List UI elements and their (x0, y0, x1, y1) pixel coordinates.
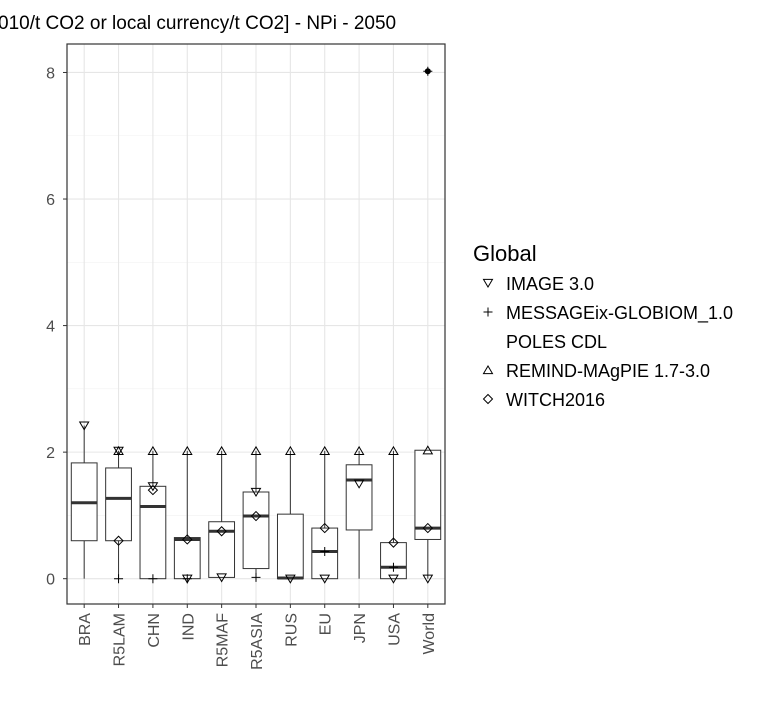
point-plus (423, 66, 433, 76)
model-points (78, 66, 434, 584)
box-body (139, 485, 167, 580)
legend-key-triangle-down (482, 278, 494, 289)
box-R5ASIA (242, 450, 270, 578)
point-diamond (388, 537, 399, 548)
x-tick-label: R5ASIA (249, 613, 266, 670)
point-triangle-up (181, 445, 193, 455)
legend-item: REMIND-MAgPIE 1.7-3.0 (482, 361, 710, 381)
legend-key-plus (483, 307, 493, 317)
point-triangle-up (353, 445, 365, 455)
legend-key-triangle-up (482, 364, 494, 375)
point-triangle-up (422, 445, 434, 455)
box-IND (173, 450, 201, 580)
point-plus (148, 574, 158, 584)
point-triangle-up (250, 445, 262, 455)
box-R5LAM (105, 450, 132, 579)
point-triangle-down (284, 574, 296, 584)
box-R5MAF (208, 450, 236, 578)
chart-title: 010/t CO2 or local currency/t CO2] - NPi… (0, 13, 396, 34)
legend-label: IMAGE 3.0 (506, 274, 594, 294)
legend-key-diamond (482, 393, 494, 405)
y-axis: 0 2 4 6 8 (46, 65, 67, 589)
box-body (105, 467, 132, 542)
legend-item: POLES CDL (506, 332, 607, 352)
box-body (380, 542, 407, 580)
x-tick-label: CHN (146, 613, 163, 648)
y-tick-label: 2 (46, 445, 55, 462)
x-tick-label: World (421, 613, 438, 655)
box-CHN (139, 450, 167, 580)
legend-item: MESSAGEix-GLOBIOM_1.0 (483, 303, 733, 324)
point-plus (114, 574, 124, 584)
point-triangle-up (319, 445, 331, 455)
legend-label: MESSAGEix-GLOBIOM_1.0 (506, 303, 733, 324)
x-tick-label: JPN (352, 613, 369, 643)
point-triangle-down (250, 487, 262, 498)
box-World (414, 449, 442, 579)
point-triangle-down (147, 482, 159, 492)
point-plus (182, 574, 192, 584)
x-tick-label: USA (386, 613, 403, 646)
x-tick-label: IND (180, 613, 197, 641)
point-triangle-down (216, 573, 228, 583)
point-triangle-down (319, 574, 331, 584)
point-triangle-up (147, 445, 159, 455)
point-diamond (147, 484, 159, 496)
box-BRA (70, 425, 98, 579)
point-triangle-up (216, 445, 228, 455)
point-diamond (113, 535, 124, 546)
point-diamond (250, 510, 262, 522)
point-plus (251, 572, 261, 582)
box-RUS (276, 450, 304, 580)
legend-label: POLES CDL (506, 332, 607, 352)
point-triangle-up (388, 445, 399, 455)
y-tick-label: 8 (46, 65, 55, 82)
point-triangle-up (113, 445, 124, 455)
point-diamond (319, 522, 330, 534)
point-triangle-down (388, 574, 399, 584)
x-tick-label: EU (318, 613, 335, 635)
point-triangle-up (284, 445, 296, 455)
point-diamond (422, 522, 434, 534)
box-body (414, 449, 442, 540)
x-tick-label: BRA (77, 613, 94, 646)
point-diamond (216, 526, 227, 537)
box-body (345, 464, 373, 531)
x-tick-label: R5LAM (112, 613, 129, 666)
y-tick-label: 0 (46, 572, 55, 589)
legend-label: REMIND-MAgPIE 1.7-3.0 (506, 361, 710, 381)
point-triangle-down (353, 479, 365, 489)
x-tick-label: R5MAF (215, 613, 232, 667)
point-triangle-down (422, 574, 434, 584)
legend-label: WITCH2016 (506, 390, 605, 410)
point-plus (320, 546, 330, 556)
box-body (242, 491, 270, 570)
y-tick-label: 6 (46, 192, 55, 209)
point-diamond (182, 534, 193, 545)
legend-item: IMAGE 3.0 (482, 274, 594, 294)
legend: Global IMAGE 3.0 MESSAGEix-GLOBIOM_1.0 POL… (473, 241, 733, 410)
legend-title: Global (473, 241, 537, 266)
legend-item: WITCH2016 (482, 390, 605, 410)
point-plus (388, 562, 398, 572)
point-triangle-down (78, 421, 90, 431)
x-axis: BRA R5LAM CHN IND R5MAF R5ASIA RUS EU JPN USA Worl… (77, 604, 438, 670)
box-body (276, 513, 304, 580)
x-tick-label: RUS (283, 613, 300, 647)
y-tick-label: 4 (46, 319, 55, 336)
